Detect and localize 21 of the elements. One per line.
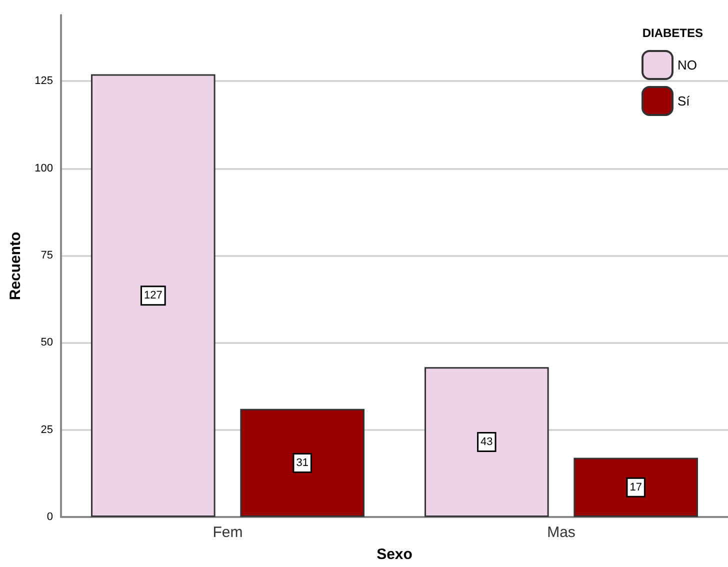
y-tick-label: 50 <box>40 336 53 349</box>
y-tick-label: 25 <box>40 424 53 436</box>
y-tick-label: 100 <box>34 162 53 174</box>
bar <box>574 458 698 517</box>
bar <box>240 408 364 517</box>
bar <box>424 367 549 517</box>
data-label: 43 <box>480 436 493 448</box>
y-tick-label: 75 <box>40 250 53 262</box>
y-axis-title: Recuento <box>7 232 24 300</box>
data-label: 127 <box>144 290 162 302</box>
x-tick-label: Fem <box>212 524 243 541</box>
y-tick-label: 0 <box>46 511 53 523</box>
legend-label: Sí <box>678 94 690 108</box>
data-label: 17 <box>630 481 642 494</box>
legend-label: NO <box>678 58 697 72</box>
data-label: 31 <box>296 456 308 469</box>
bar <box>91 74 216 517</box>
legend-title: DIABETES <box>642 26 704 40</box>
x-tick-label: Mas <box>547 524 576 541</box>
y-tick-label: 125 <box>34 75 53 88</box>
x-axis-title: Sexo <box>376 546 412 563</box>
